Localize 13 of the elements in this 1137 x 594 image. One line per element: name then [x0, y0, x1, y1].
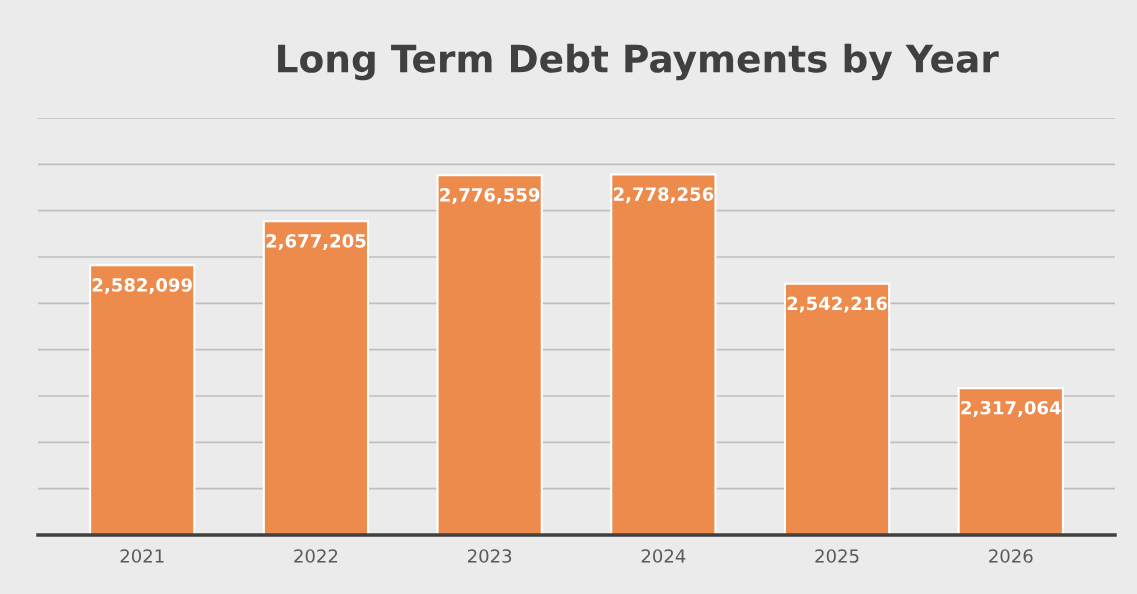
x-tick-label: 2025 — [815, 549, 859, 563]
data-label: 2,776,559 — [440, 188, 540, 204]
data-label: 2,677,205 — [266, 234, 366, 251]
x-tick-label: 2023 — [467, 549, 512, 563]
x-tick-label: 2022 — [294, 549, 338, 563]
data-label: 2,317,064 — [961, 400, 1061, 417]
x-tick-label: 2021 — [120, 549, 164, 563]
data-label: 2,778,256 — [613, 187, 714, 204]
chart-title: Long Term Debt Payments by Year — [278, 43, 999, 81]
x-tick-label: 2026 — [989, 549, 1033, 563]
data-label: 2,542,216 — [787, 296, 887, 313]
data-label: 2,582,099 — [92, 278, 192, 295]
x-tick-label: 2024 — [641, 549, 686, 563]
